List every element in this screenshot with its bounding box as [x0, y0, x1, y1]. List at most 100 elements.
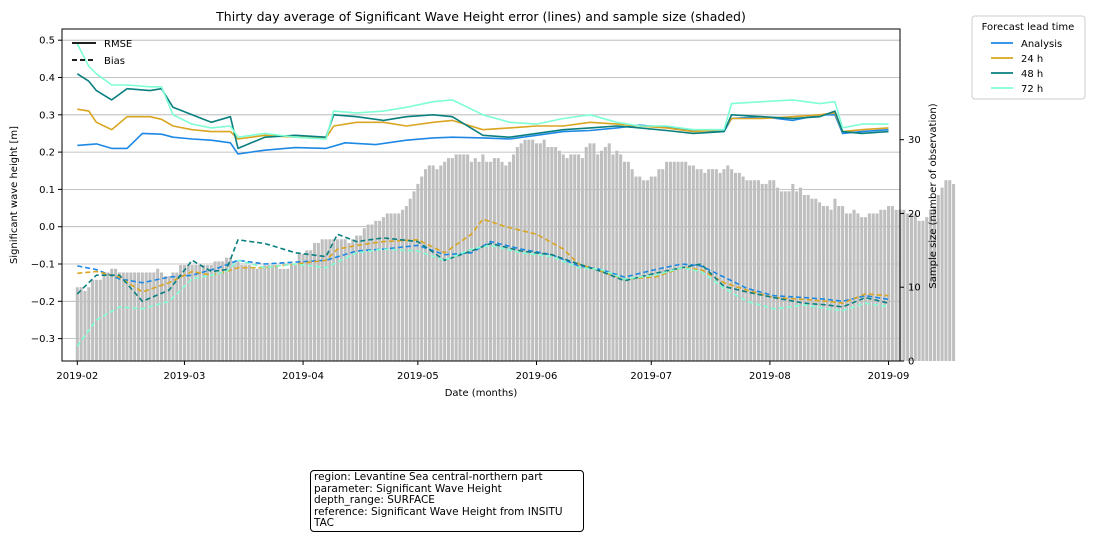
- sample-size-bar: [194, 265, 198, 361]
- sample-size-bar: [427, 165, 431, 361]
- sample-size-bar: [642, 180, 646, 361]
- sample-size-bar: [657, 169, 661, 361]
- sample-size-bar: [818, 202, 822, 361]
- sample-size-bar: [186, 265, 190, 361]
- x-tick-label: 2019-04: [282, 371, 324, 382]
- sample-size-bar: [286, 268, 290, 361]
- sample-size-bar: [152, 272, 156, 361]
- sample-size-bar: [305, 250, 309, 361]
- sample-size-bar: [691, 165, 695, 361]
- sample-size-bar: [710, 169, 715, 361]
- sample-size-bar: [856, 213, 860, 361]
- sample-size-bar: [584, 147, 588, 361]
- sample-size-bar: [779, 191, 783, 361]
- sample-size-bar: [672, 161, 676, 361]
- sample-size-bar: [320, 239, 324, 361]
- sample-size-bar: [221, 261, 225, 361]
- x-axis-label: Date (months): [445, 388, 518, 399]
- sample-size-bar: [481, 154, 485, 361]
- sample-size-bar: [894, 209, 898, 361]
- sample-size-bar: [102, 272, 106, 361]
- sample-size-bar: [401, 209, 405, 361]
- sample-size-bar: [844, 213, 848, 361]
- sample-size-bar: [225, 257, 229, 361]
- sample-size-bar: [374, 220, 378, 361]
- sample-size-bar: [404, 206, 408, 361]
- y-axis-label: Significant wave height [m]: [9, 126, 20, 264]
- sample-size-bar: [929, 209, 933, 361]
- sample-size-bar: [98, 279, 102, 361]
- sample-size-bar: [634, 176, 638, 361]
- sample-size-bar: [446, 158, 451, 361]
- sample-size-bar: [787, 191, 791, 361]
- sample-size-bar: [163, 276, 167, 361]
- y-tick-label: −0.2: [31, 297, 55, 308]
- sample-size-bar: [125, 272, 129, 361]
- sample-size-bar: [561, 154, 565, 361]
- sample-size-bar: [653, 176, 657, 361]
- sample-size-bar: [332, 239, 336, 361]
- x-tick-label: 2019-05: [397, 371, 439, 382]
- sample-size-bar: [179, 265, 183, 361]
- sample-size-bar: [129, 272, 133, 361]
- sample-size-bar: [393, 213, 397, 361]
- sample-size-bar: [144, 272, 148, 361]
- sample-size-bar: [515, 147, 519, 361]
- sample-size-bar: [117, 272, 121, 361]
- sample-size-bar: [408, 198, 412, 361]
- sample-size-bar: [136, 272, 141, 361]
- sample-size-bar: [531, 139, 535, 361]
- sample-size-bar: [883, 209, 887, 361]
- sample-size-bar: [772, 180, 776, 361]
- info-line: parameter: Significant Wave Height: [314, 482, 502, 495]
- sample-size-bar: [569, 154, 573, 361]
- y-tick-label: 0.4: [39, 73, 55, 84]
- sample-size-bar: [603, 147, 607, 361]
- sample-size-bar: [852, 209, 856, 361]
- y-tick-label: 0.0: [39, 222, 55, 233]
- sample-size-bar: [79, 287, 83, 361]
- series-rmse-line: [76, 43, 889, 140]
- sample-size-bar: [75, 287, 79, 361]
- sample-size-bar: [473, 158, 477, 361]
- sample-size-bar: [443, 161, 447, 361]
- y2-axis-label: Sample size (number of observation): [928, 103, 939, 288]
- sample-size-bar: [798, 187, 803, 361]
- sample-size-bar: [810, 198, 814, 361]
- y-tick-label: 0.2: [39, 148, 55, 159]
- info-box: region: Levantine Sea central-northern p…: [310, 470, 584, 532]
- sample-size-bar: [232, 261, 236, 361]
- sample-size-bar: [91, 279, 95, 361]
- sample-size-bar: [630, 169, 634, 361]
- y-tick-label: 0.1: [39, 185, 55, 196]
- sample-size-bar: [607, 143, 611, 361]
- info-line: depth_range: SURFACE: [314, 494, 435, 507]
- y-tick-label: −0.1: [31, 260, 55, 271]
- sample-size-bar: [378, 220, 382, 361]
- sample-size-bar: [756, 180, 760, 361]
- x-tick-label: 2019-09: [868, 371, 910, 382]
- y2-tick-label: 10: [908, 283, 921, 294]
- y-axis-right: 0 10 20 30: [900, 135, 921, 368]
- sample-size-bar: [684, 161, 688, 361]
- sample-size-bar: [848, 213, 852, 361]
- sample-size-bar: [917, 220, 921, 361]
- sample-size-bar: [557, 150, 561, 361]
- sample-size-bar: [133, 272, 137, 361]
- sample-size-bar: [921, 220, 925, 361]
- sample-size-bar: [244, 265, 248, 361]
- sample-size-bar: [749, 180, 753, 361]
- sample-size-bar: [217, 261, 221, 361]
- sample-size-bar: [171, 272, 175, 361]
- sample-size-bar: [159, 272, 164, 361]
- chart-title: Thirty day average of Significant Wave H…: [215, 9, 746, 24]
- sample-size-bar: [439, 165, 443, 361]
- sample-size-bar: [278, 268, 282, 361]
- sample-size-bar: [867, 213, 871, 361]
- rmse-legend-label: RMSE: [104, 39, 132, 50]
- sample-size-bar: [370, 224, 374, 361]
- sample-size-bar: [339, 239, 343, 361]
- sample-size-bar: [355, 235, 359, 361]
- sample-size-bar: [381, 217, 385, 361]
- sample-size-bar: [240, 265, 244, 361]
